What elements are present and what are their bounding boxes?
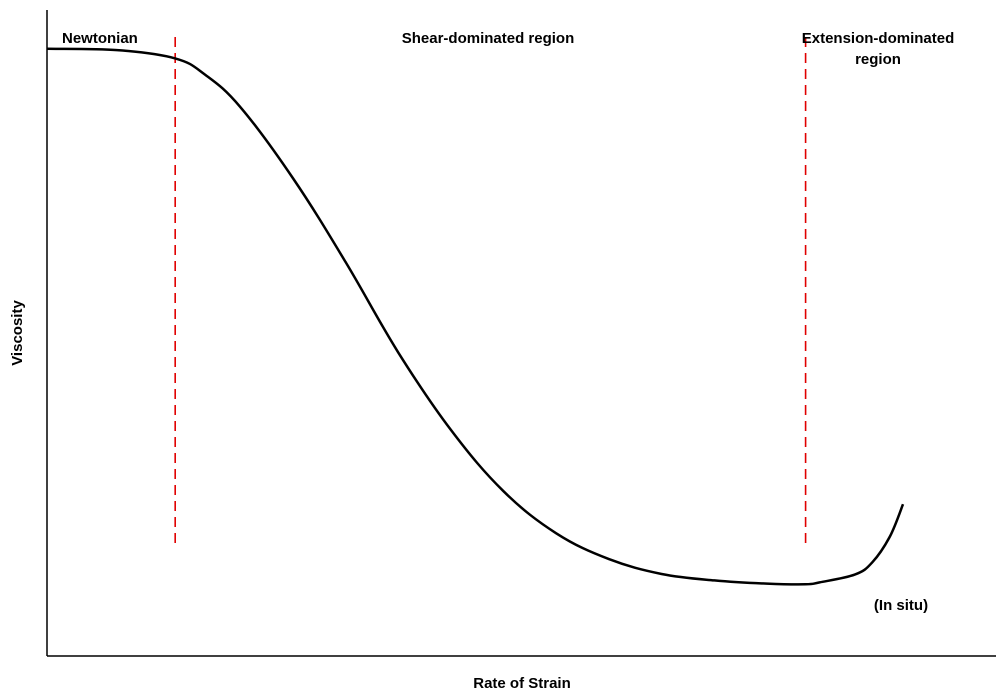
region-label-extension-line1: Extension-dominated (802, 30, 955, 47)
viscosity-curve-0 (46, 47, 905, 586)
region-label-extension-line2: region (855, 51, 901, 68)
x-axis-label: Rate of Strain (473, 675, 571, 691)
axes (46, 10, 996, 657)
region-label-newtonian: Newtonian (62, 30, 138, 47)
y-axis-label: Viscosity (9, 300, 26, 366)
in-situ-label: (In situ) (874, 597, 928, 614)
region-label-shear: Shear-dominated region (402, 30, 575, 47)
series-group (46, 47, 905, 586)
region-dividers (174, 37, 807, 543)
